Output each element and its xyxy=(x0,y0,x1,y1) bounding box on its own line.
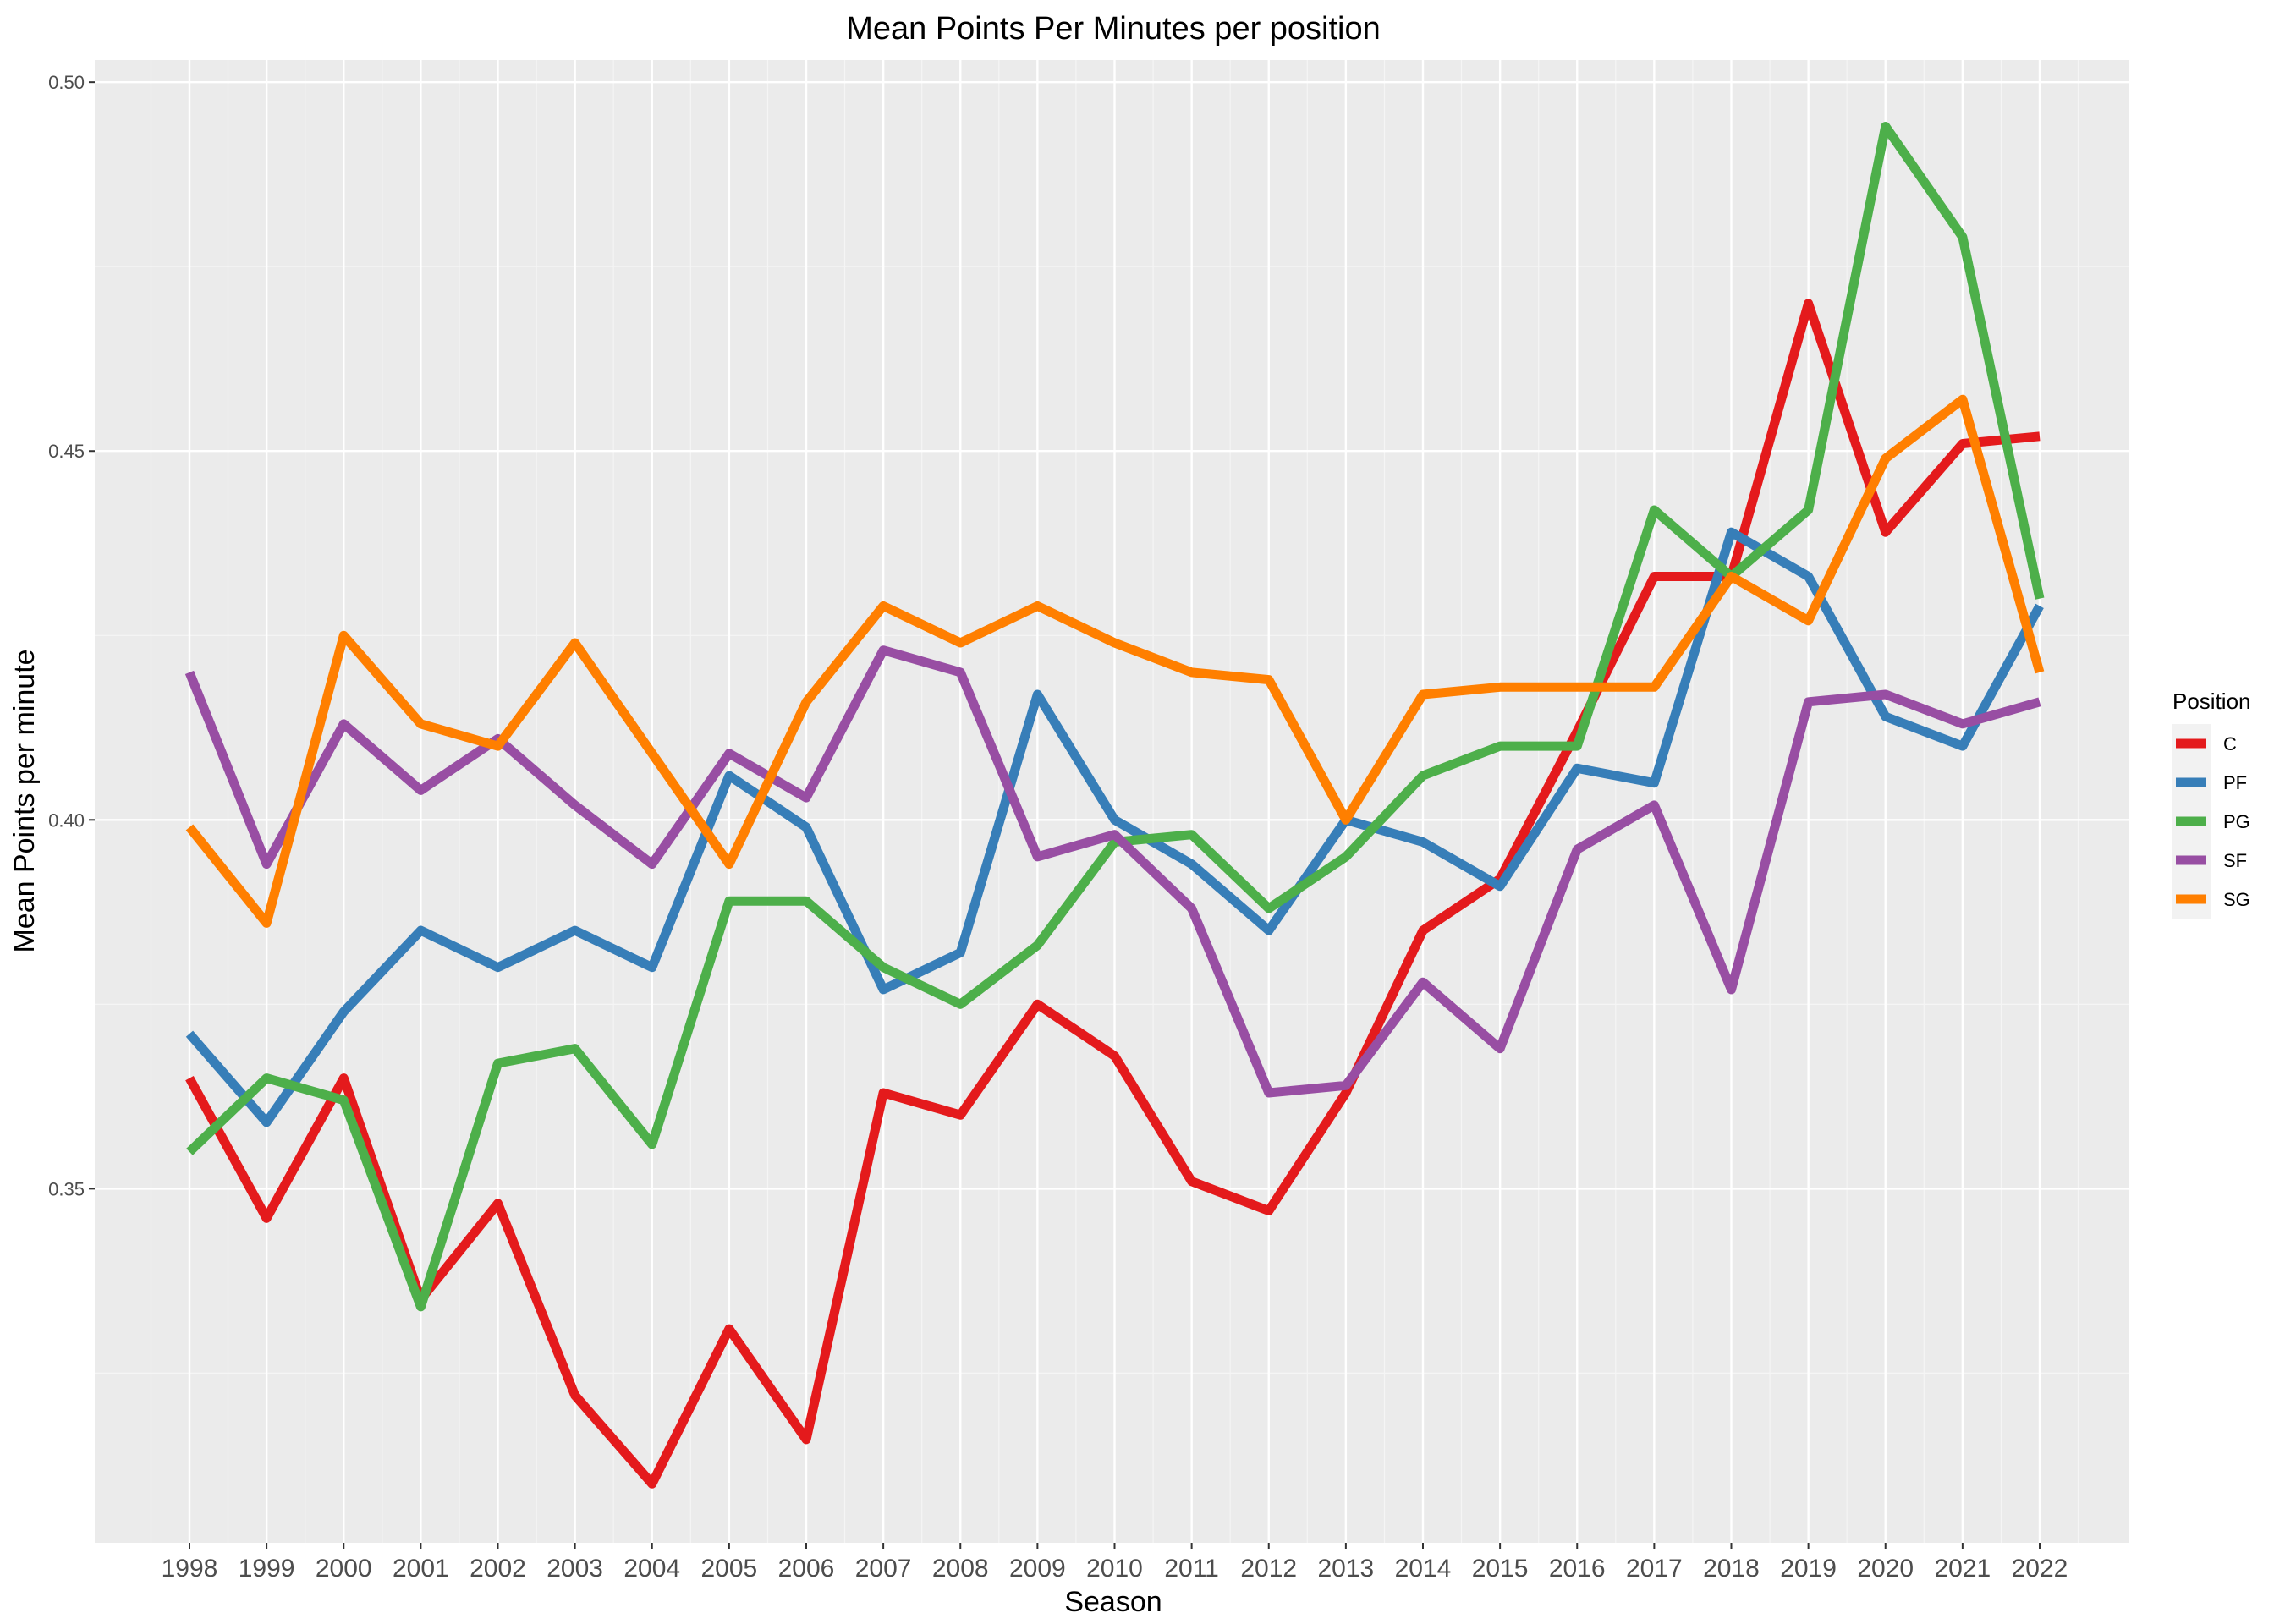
x-tick-label: 2006 xyxy=(778,1555,835,1583)
x-tick-label: 2007 xyxy=(855,1555,912,1583)
x-axis-title: Season xyxy=(1064,1586,1162,1618)
x-tick-label: 2000 xyxy=(316,1555,372,1583)
x-tick-label: 2010 xyxy=(1086,1555,1143,1583)
legend-item-sf: SF xyxy=(2172,841,2247,880)
x-tick-label: 1998 xyxy=(162,1555,218,1583)
x-tick-label: 2022 xyxy=(2012,1555,2068,1583)
x-tick-label: 2008 xyxy=(932,1555,989,1583)
x-tick-label: 2012 xyxy=(1240,1555,1297,1583)
x-tick-label: 2017 xyxy=(1626,1555,1683,1583)
legend-title: Position xyxy=(2172,689,2251,714)
series-line-sg xyxy=(185,394,2045,928)
legend-item-sg: SG xyxy=(2172,880,2250,919)
y-tick-label: 0.40 xyxy=(48,809,85,831)
x-tick-label: 2013 xyxy=(1318,1555,1375,1583)
legend: Position C PF PG SF SG xyxy=(2172,689,2251,919)
x-tick-label: 2019 xyxy=(1780,1555,1837,1583)
series-lines xyxy=(184,122,2045,1489)
legend-label: SF xyxy=(2223,850,2247,871)
legend-label: PG xyxy=(2223,811,2250,832)
legend-items: C PF PG SF SG xyxy=(2172,724,2250,919)
x-tick-label: 2003 xyxy=(547,1555,603,1583)
y-axis: 0.35 0.40 0.45 0.50 xyxy=(48,72,95,1199)
legend-item-pf: PF xyxy=(2172,763,2247,802)
x-tick-label: 2014 xyxy=(1395,1555,1452,1583)
legend-item-c: C xyxy=(2172,724,2237,763)
x-tick-label: 2002 xyxy=(470,1555,526,1583)
legend-label: SG xyxy=(2223,889,2250,910)
x-tick-label: 2009 xyxy=(1009,1555,1066,1583)
legend-label: PF xyxy=(2223,772,2247,793)
x-tick-label: 2004 xyxy=(623,1555,680,1583)
x-axis: 1998 1999 2000 2001 2002 2003 2004 2005 2006 2007… xyxy=(162,1543,2068,1583)
x-tick-label: 2005 xyxy=(701,1555,758,1583)
legend-item-pg: PG xyxy=(2172,802,2250,841)
series-line-pf xyxy=(185,527,2044,1127)
y-tick-label: 0.45 xyxy=(48,441,85,462)
legend-label: C xyxy=(2223,733,2237,754)
y-tick-label: 0.50 xyxy=(48,72,85,93)
x-tick-label: 2021 xyxy=(1935,1555,1991,1583)
x-tick-label: 2016 xyxy=(1549,1555,1606,1583)
x-tick-label: 2015 xyxy=(1472,1555,1529,1583)
plot-panel xyxy=(95,60,2129,1543)
y-tick-label: 0.35 xyxy=(48,1178,85,1199)
x-tick-label: 2011 xyxy=(1164,1555,1219,1583)
y-axis-title: Mean Points per minute xyxy=(8,649,41,952)
x-tick-label: 2001 xyxy=(393,1555,449,1583)
x-tick-label: 2018 xyxy=(1703,1555,1760,1583)
x-tick-label: 2020 xyxy=(1857,1555,1914,1583)
x-tick-label: 1999 xyxy=(239,1555,295,1583)
chart-title: Mean Points Per Minutes per position xyxy=(846,11,1381,47)
